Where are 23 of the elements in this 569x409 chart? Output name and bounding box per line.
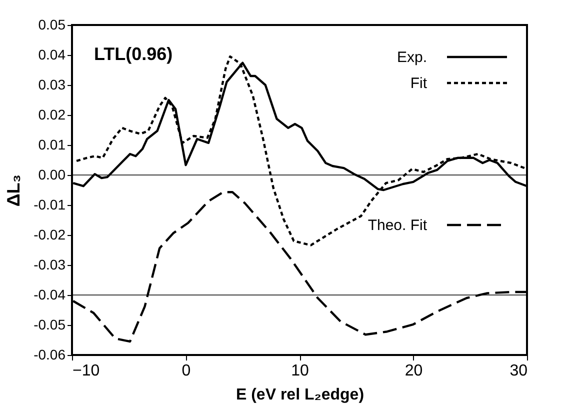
y-tick-label: -0.06 xyxy=(34,346,66,362)
x-tick-label: 10 xyxy=(291,362,309,380)
y-tick-label: -0.05 xyxy=(34,316,66,332)
x-tick-label: −10 xyxy=(72,362,100,380)
y-tick-label: -0.02 xyxy=(34,226,66,242)
y-tick-label: 0.03 xyxy=(38,76,66,92)
x-tick-label: 20 xyxy=(404,362,423,380)
y-tick-label: 0.00 xyxy=(38,166,66,182)
y-tick-label: -0.03 xyxy=(34,256,66,272)
x-axis-title: E (eV rel L₂edge) xyxy=(236,386,364,404)
legend-label: Fit xyxy=(410,75,428,92)
y-tick-label: 0.05 xyxy=(38,16,66,32)
y-tick-label: -0.04 xyxy=(34,286,66,302)
y-axis-title: ΔL₃ xyxy=(4,174,24,207)
x-tick-label: 0 xyxy=(182,362,191,380)
legend-label: Exp. xyxy=(396,49,427,66)
y-tick-label: 0.02 xyxy=(38,106,66,122)
y-tick-label: 0.01 xyxy=(38,136,66,152)
legend-label: Theo. Fit xyxy=(368,217,428,234)
annotation: LTL(0.96) xyxy=(94,44,173,64)
y-tick-label: -0.01 xyxy=(34,196,66,212)
x-tick-label: 30 xyxy=(510,362,528,380)
y-tick-label: 0.04 xyxy=(38,46,66,62)
